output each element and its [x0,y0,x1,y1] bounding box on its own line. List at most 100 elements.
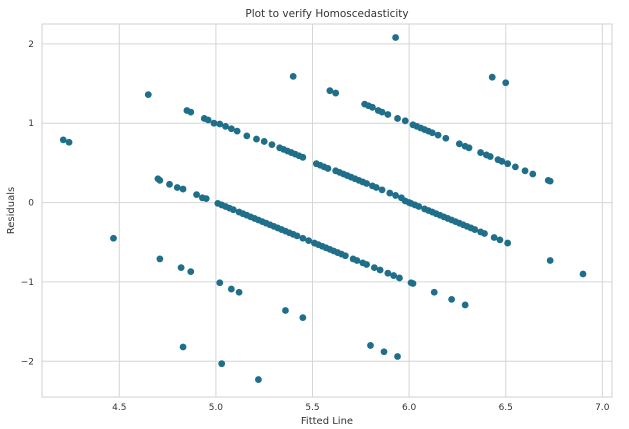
data-point [511,163,519,171]
grid-lines [42,24,612,397]
data-point [372,184,380,191]
data-point [218,360,226,368]
data-point [255,376,262,383]
x-tick-label: 5.5 [305,403,319,413]
data-point [369,103,376,111]
y-tick-label: −2 [21,357,34,367]
data-point [243,132,251,140]
data-point [521,167,529,175]
data-point [173,184,181,191]
data-points [59,34,587,383]
y-axis-label: Residuals [6,187,17,234]
data-point [293,232,301,240]
data-point [394,353,401,360]
data-point [481,230,488,237]
data-point [110,234,117,242]
data-point [179,343,187,351]
data-point [442,134,450,142]
data-point [222,122,229,130]
data-point [390,272,398,279]
data-point [193,191,200,199]
data-point [216,279,224,287]
data-point [409,280,417,287]
data-point [156,176,164,184]
data-point [386,189,394,197]
data-point [179,185,187,193]
data-point [477,149,485,156]
y-tick-label: 0 [28,199,34,209]
data-point [502,79,510,87]
data-point [282,307,289,314]
data-point [299,314,307,322]
data-point [299,153,307,161]
data-point [504,239,512,247]
data-point [341,252,349,260]
data-point [471,226,479,233]
x-tick-label: 5.0 [209,403,224,413]
data-point [465,144,473,152]
data-point [363,180,371,187]
x-axis-label: Fitted Line [301,416,353,427]
data-point [210,119,218,127]
data-point [504,160,512,168]
data-point [229,206,237,214]
data-point [448,295,456,303]
data-point [486,153,494,160]
data-point [363,261,371,268]
data-point [384,111,392,118]
data-point [579,270,587,278]
y-tick-label: −1 [21,278,34,288]
chart-title: Plot to verify Homoscedasticity [245,8,408,20]
data-point [260,138,268,145]
data-point [546,177,554,185]
data-point [490,234,498,241]
data-point [253,135,260,143]
data-point [156,255,164,263]
data-point [227,125,235,133]
data-point [187,108,195,116]
data-point [428,129,436,137]
data-point [430,288,438,296]
x-tick-label: 4.5 [112,403,126,413]
data-point [65,138,73,146]
data-point [332,89,340,97]
data-point [392,192,399,199]
data-point [378,186,386,194]
data-point [353,257,361,264]
x-tick-label: 6.5 [499,403,513,413]
data-point [216,120,224,128]
y-tick-label: 2 [28,40,34,50]
data-point [455,140,463,148]
y-axis-ticks: −2 −1 0 1 2 [21,40,35,367]
data-point [415,203,423,210]
data-point [59,136,67,144]
data-point [268,141,276,149]
data-point [378,108,386,116]
data-point [326,87,334,95]
data-point [305,237,313,245]
data-point [376,266,384,274]
data-point [392,34,399,41]
data-point [204,116,212,124]
data-point [496,236,504,244]
data-point [401,117,409,125]
data-point [177,264,185,272]
data-point [166,180,173,188]
data-point [384,269,392,277]
data-point [370,264,378,272]
data-point [488,73,496,81]
x-axis-ticks: 4.5 5.0 5.5 6.0 6.5 7.0 [112,403,610,413]
data-point [202,195,210,202]
data-point [289,72,297,80]
data-point [299,234,307,242]
data-point [498,157,506,165]
x-tick-label: 7.0 [595,403,610,413]
data-point [380,348,388,356]
data-point [396,274,403,282]
data-point [461,301,469,309]
plot-area [41,23,613,398]
data-point [233,127,241,135]
data-point [434,131,442,139]
